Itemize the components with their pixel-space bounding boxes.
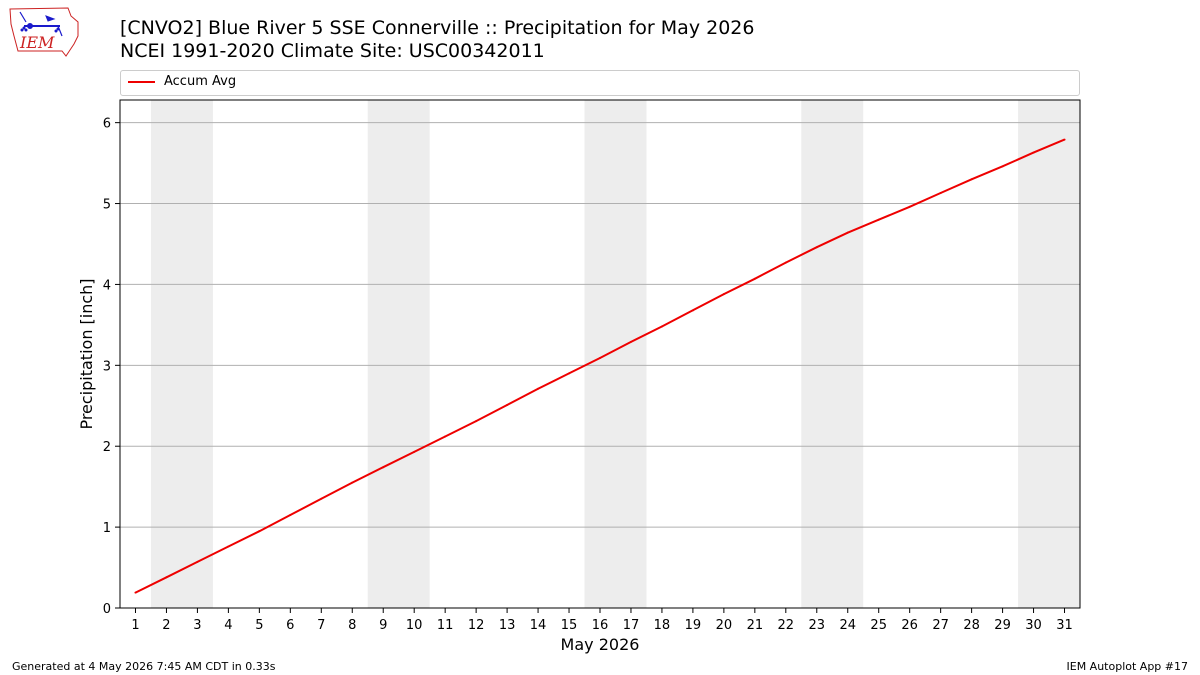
data-point <box>908 205 911 208</box>
data-point <box>227 545 230 548</box>
legend-label: Accum Avg <box>164 74 237 89</box>
x-tick-label: 4 <box>224 618 232 633</box>
x-tick-label: 29 <box>994 618 1011 633</box>
data-point <box>660 325 663 328</box>
data-point <box>599 357 601 360</box>
data-point <box>134 591 137 594</box>
x-tick-label: 28 <box>963 618 980 633</box>
data-point <box>1063 138 1066 141</box>
y-axis-label: Precipitation [inch] <box>77 278 96 429</box>
y-tick-label: 3 <box>103 359 111 374</box>
data-point <box>320 497 323 500</box>
y-tick-label: 4 <box>103 278 111 293</box>
x-tick-label: 8 <box>348 618 356 633</box>
data-point <box>506 403 509 406</box>
logo-text: IEM <box>19 33 55 52</box>
iowa-outline <box>9 7 79 57</box>
legend-line-swatch <box>128 81 155 83</box>
data-point <box>1001 165 1004 168</box>
weekend-band <box>801 100 864 608</box>
data-point <box>722 293 725 296</box>
plot-frame <box>119 99 1081 609</box>
data-point <box>815 246 818 249</box>
data-point <box>846 231 849 234</box>
data-point <box>691 309 694 312</box>
legend: Accum Avg <box>120 70 1080 96</box>
data-point <box>475 420 478 423</box>
x-tick-label: 22 <box>778 618 795 633</box>
chart-subtitle: NCEI 1991-2020 Climate Site: USC00342011 <box>120 40 545 62</box>
data-point <box>784 261 787 264</box>
x-tick-label: 25 <box>870 618 887 633</box>
x-tick-label: 5 <box>255 618 263 633</box>
data-point <box>351 481 354 484</box>
generated-timestamp: Generated at 4 May 2026 7:45 AM CDT in 0… <box>12 660 276 673</box>
y-tick-label: 5 <box>103 198 111 213</box>
weekend-band <box>584 100 647 608</box>
x-tick-label: 12 <box>468 618 485 633</box>
weekend-band <box>367 100 430 608</box>
data-point <box>1032 151 1035 154</box>
y-tick-label: 2 <box>103 440 111 455</box>
weather-station-icon <box>19 11 63 37</box>
data-point <box>289 513 292 516</box>
x-tick-label: 13 <box>499 618 516 633</box>
x-tick-label: 9 <box>379 618 387 633</box>
x-tick-label: 7 <box>317 618 325 633</box>
x-tick-label: 10 <box>406 618 423 633</box>
data-point <box>382 466 385 469</box>
x-tick-label: 15 <box>561 618 578 633</box>
x-tick-label: 6 <box>286 618 294 633</box>
y-tick-label: 1 <box>103 521 111 536</box>
x-tick-label: 11 <box>437 618 454 633</box>
x-tick-label: 14 <box>530 618 547 633</box>
x-tick-label: 23 <box>809 618 826 633</box>
chart-title: [CNVO2] Blue River 5 SSE Connerville :: … <box>120 17 755 39</box>
x-tick-label: 3 <box>193 618 201 633</box>
data-point <box>537 387 540 390</box>
data-point <box>939 192 942 195</box>
data-point <box>444 435 447 438</box>
data-point <box>196 560 199 563</box>
x-tick-label: 21 <box>747 618 764 633</box>
data-point <box>258 530 261 533</box>
autoplot-app-label: IEM Autoplot App #17 <box>1066 660 1189 673</box>
data-point <box>877 218 880 221</box>
data-point <box>629 340 632 343</box>
data-point <box>568 372 571 375</box>
x-tick-label: 18 <box>654 618 671 633</box>
x-tick-label: 2 <box>162 618 170 633</box>
y-tick-label: 6 <box>103 117 111 132</box>
x-tick-label: 31 <box>1056 618 1073 633</box>
x-tick-label: 19 <box>685 618 702 633</box>
x-tick-label: 20 <box>716 618 733 633</box>
x-tick-label: 16 <box>592 618 609 633</box>
x-tick-label: 17 <box>623 618 640 633</box>
weekend-band <box>150 100 213 608</box>
data-point <box>970 178 973 181</box>
data-point <box>413 450 416 453</box>
y-tick-label: 0 <box>103 602 111 617</box>
x-tick-label: 1 <box>131 618 139 633</box>
iem-logo: IEM <box>8 6 80 58</box>
x-axis-label: May 2026 <box>561 635 640 654</box>
data-point <box>165 576 168 579</box>
x-tick-label: 30 <box>1025 618 1042 633</box>
weekend-band <box>1018 100 1080 608</box>
x-tick-label: 26 <box>901 618 918 633</box>
data-point <box>753 277 756 280</box>
x-tick-label: 27 <box>932 618 949 633</box>
x-tick-label: 24 <box>839 618 856 633</box>
